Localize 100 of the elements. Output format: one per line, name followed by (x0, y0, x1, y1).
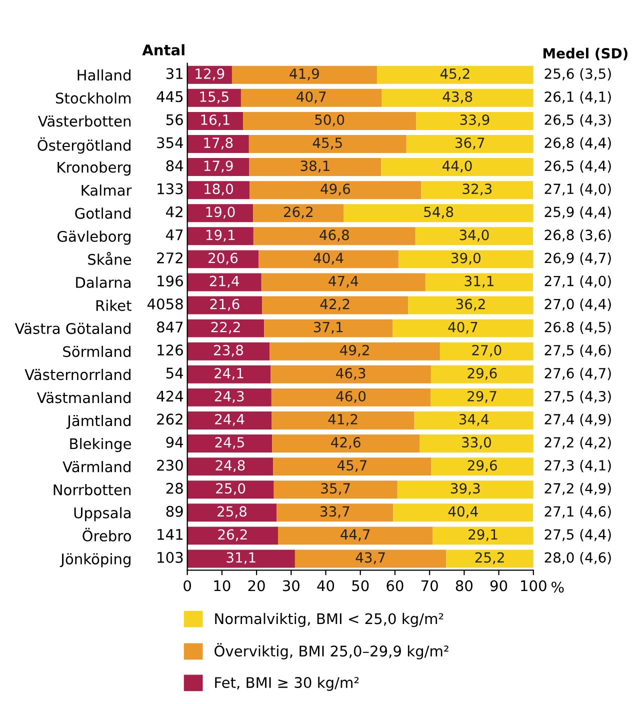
bar (430, 388, 534, 406)
bar (270, 365, 431, 384)
bar (248, 135, 406, 153)
y-tick-label: Sörmland (63, 346, 130, 358)
x-axis-title: % (552, 582, 564, 593)
text: 27,2 (4,9) (544, 482, 611, 496)
data-label: 24,1 (214, 368, 244, 380)
data-label: 31,1 (226, 552, 256, 564)
bar (397, 480, 534, 499)
data-label: 54,8 (424, 206, 454, 219)
bar (270, 342, 440, 360)
bar (264, 319, 393, 338)
data-label: 39,3 (450, 483, 480, 496)
data-label: 19,0 (206, 206, 235, 219)
data-label: 33,0 (462, 437, 492, 449)
data-label: 34,0 (460, 230, 489, 242)
data-label: 29,7 (468, 390, 496, 403)
data-label: 31,1 (464, 276, 494, 288)
text: 28 (166, 482, 183, 494)
text: 126 (158, 344, 183, 356)
bar (393, 504, 534, 522)
bar (430, 365, 534, 384)
bar (258, 250, 398, 268)
bar (262, 296, 408, 314)
x-tick-label: 10 (214, 580, 230, 592)
text: 26,5 (4,3) (544, 114, 611, 127)
bar (420, 434, 534, 453)
text: Medel (SD) (544, 48, 628, 60)
text: 27,1 (4,0) (544, 276, 611, 288)
y-tick-label: Norrbotten (54, 484, 131, 496)
text: 89 (166, 506, 183, 517)
text: 4058 (147, 298, 183, 310)
bar (187, 319, 264, 338)
bar (382, 88, 534, 107)
bar (261, 273, 426, 292)
bar (294, 550, 446, 568)
x-tick-label: 70 (421, 580, 438, 592)
bar (431, 458, 534, 476)
bar (253, 204, 344, 222)
bar (240, 88, 382, 107)
y-tick-label: Halland (78, 69, 130, 81)
y-tick-label: Dalarna (76, 276, 130, 288)
text: 354 (157, 137, 184, 148)
text: 27,3 (4,1) (544, 460, 611, 472)
text: 27,1 (4,0) (544, 183, 611, 196)
text: 445 (156, 91, 183, 102)
bar (187, 296, 262, 314)
data-label: 42,2 (320, 298, 350, 311)
y-tick-label: Västra Götaland (14, 322, 130, 334)
bar (187, 204, 254, 222)
bar (273, 458, 432, 476)
data-label: 36,2 (456, 298, 485, 311)
data-label: 17,8 (204, 138, 233, 150)
bar (272, 434, 420, 453)
data-label: 26,2 (218, 529, 247, 542)
legend-label: Fet, BMI ≥ 30 kg/m² (215, 676, 359, 691)
bar (253, 227, 416, 246)
data-label: 46,8 (320, 230, 349, 242)
data-label: 41,9 (290, 68, 319, 80)
data-label: 15,5 (200, 92, 228, 104)
text: 230 (157, 460, 183, 471)
bar (187, 273, 262, 292)
text: 196 (158, 275, 183, 286)
bar (187, 550, 295, 568)
bar (392, 319, 534, 338)
data-label: 45,5 (312, 138, 342, 150)
text: 27,1 (4,6) (544, 506, 611, 518)
data-label: 37,1 (314, 322, 343, 334)
data-label: 40,7 (448, 322, 478, 334)
data-label: 42,6 (331, 437, 360, 449)
text: 26,8 (4,4) (544, 137, 611, 150)
data-label: 29,6 (468, 368, 497, 380)
y-tick-label: Uppsala (74, 507, 130, 522)
bar (415, 227, 534, 246)
data-label: 45,2 (440, 68, 470, 80)
text: 47 (166, 230, 183, 240)
y-tick-label: Jämtland (66, 414, 130, 429)
text: 27,2 (4,2) (544, 436, 611, 450)
text: 27,5 (4,6) (544, 344, 611, 358)
text: 28,0 (4,6) (544, 552, 611, 564)
bar (187, 342, 270, 360)
bar (187, 227, 254, 246)
text: 26.8 (4,5) (544, 322, 611, 334)
bar (187, 504, 277, 522)
bar (425, 273, 534, 292)
bar (187, 458, 274, 476)
data-label: 21,6 (210, 298, 240, 311)
data-label: 49,2 (340, 344, 369, 357)
x-tick-label: 80 (456, 580, 472, 592)
text: 27,0 (4,4) (544, 298, 611, 311)
bar (446, 550, 534, 568)
y-tick-label: Västerbotten (38, 115, 131, 127)
bar (414, 411, 534, 430)
bar (187, 365, 271, 384)
y-tick-label: Gävleborg (58, 230, 130, 245)
text: 103 (158, 552, 183, 563)
text: 25,9 (4,4) (544, 206, 611, 219)
y-tick-label: Kalmar (82, 184, 132, 196)
data-label: 43,7 (356, 552, 385, 564)
data-label: 12,9 (196, 68, 224, 80)
